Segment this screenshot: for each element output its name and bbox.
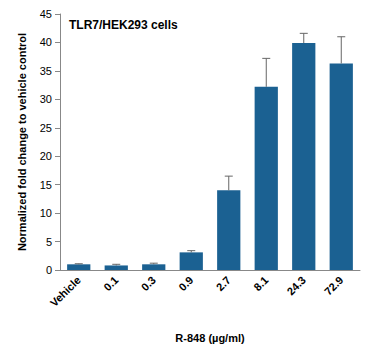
svg-text:0.1: 0.1 bbox=[101, 274, 120, 293]
svg-text:25: 25 bbox=[40, 122, 52, 134]
svg-text:TLR7/HEK293 cells: TLR7/HEK293 cells bbox=[69, 18, 178, 32]
svg-text:15: 15 bbox=[40, 179, 52, 191]
svg-text:R-848 (µg/ml): R-848 (µg/ml) bbox=[175, 332, 245, 344]
svg-text:10: 10 bbox=[40, 207, 52, 219]
svg-text:20: 20 bbox=[40, 150, 52, 162]
svg-text:24.3: 24.3 bbox=[284, 274, 308, 298]
svg-text:0.9: 0.9 bbox=[176, 274, 195, 293]
svg-text:45: 45 bbox=[40, 8, 52, 20]
svg-text:30: 30 bbox=[40, 93, 52, 105]
svg-text:8.1: 8.1 bbox=[251, 274, 270, 293]
svg-text:40: 40 bbox=[40, 36, 52, 48]
svg-text:5: 5 bbox=[46, 236, 52, 248]
svg-text:Normalized fold change to vehi: Normalized fold change to vehicle contro… bbox=[16, 33, 28, 251]
svg-text:35: 35 bbox=[40, 65, 52, 77]
svg-text:0.3: 0.3 bbox=[139, 274, 158, 293]
svg-text:Vehicle: Vehicle bbox=[48, 274, 83, 309]
svg-text:72.9: 72.9 bbox=[322, 274, 346, 298]
svg-text:2.7: 2.7 bbox=[214, 274, 233, 293]
svg-text:0: 0 bbox=[46, 264, 52, 276]
